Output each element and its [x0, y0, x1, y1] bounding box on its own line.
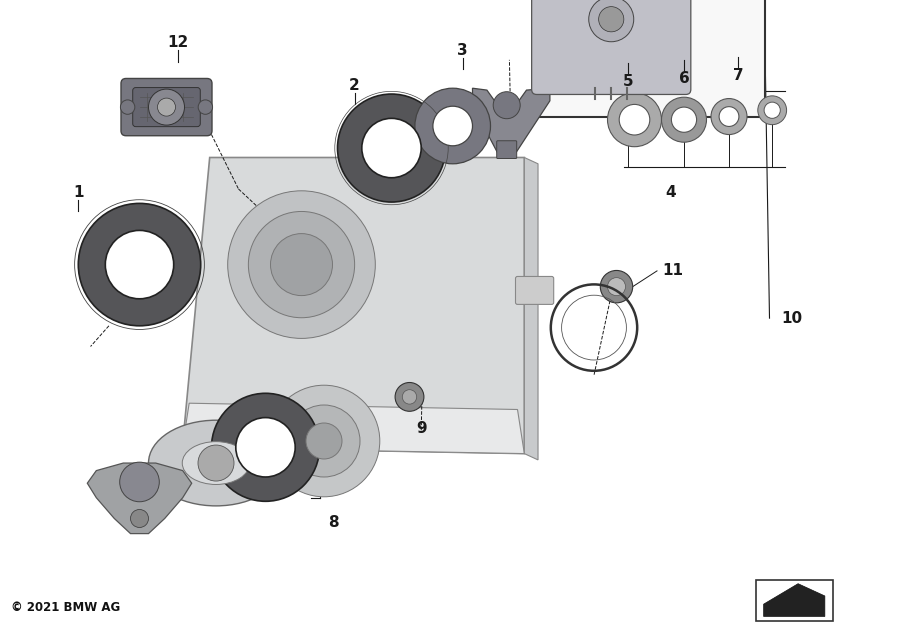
Text: 12: 12	[167, 35, 189, 50]
Circle shape	[271, 234, 332, 295]
Circle shape	[600, 270, 633, 303]
Circle shape	[589, 0, 634, 42]
Ellipse shape	[148, 420, 284, 506]
Circle shape	[306, 423, 342, 459]
Circle shape	[598, 7, 624, 32]
Circle shape	[268, 385, 380, 497]
Text: 1: 1	[73, 185, 84, 200]
Circle shape	[415, 88, 491, 164]
FancyBboxPatch shape	[536, 0, 765, 117]
Circle shape	[148, 89, 184, 125]
Circle shape	[402, 390, 417, 404]
Circle shape	[78, 203, 201, 326]
Polygon shape	[183, 158, 525, 454]
Circle shape	[198, 445, 234, 481]
Circle shape	[493, 92, 520, 118]
Circle shape	[105, 231, 174, 299]
Polygon shape	[764, 583, 824, 616]
Polygon shape	[183, 403, 525, 454]
Circle shape	[198, 100, 212, 114]
Circle shape	[719, 106, 739, 127]
Circle shape	[212, 393, 320, 501]
Circle shape	[120, 462, 159, 501]
Circle shape	[671, 107, 697, 132]
Circle shape	[608, 93, 662, 147]
Circle shape	[158, 98, 176, 116]
Text: 4: 4	[665, 185, 676, 200]
FancyBboxPatch shape	[532, 0, 691, 94]
Circle shape	[758, 96, 787, 125]
Polygon shape	[472, 88, 550, 153]
Text: 2: 2	[349, 77, 360, 93]
Circle shape	[236, 418, 295, 477]
Text: 8: 8	[328, 515, 338, 530]
Text: 7: 7	[733, 68, 743, 83]
Circle shape	[619, 105, 650, 135]
FancyBboxPatch shape	[132, 88, 201, 127]
Polygon shape	[525, 158, 538, 460]
Polygon shape	[87, 463, 192, 534]
Circle shape	[248, 212, 355, 318]
FancyBboxPatch shape	[497, 140, 517, 159]
Circle shape	[433, 106, 472, 146]
Circle shape	[130, 510, 148, 527]
Circle shape	[228, 191, 375, 338]
Circle shape	[608, 278, 625, 295]
Circle shape	[711, 98, 747, 135]
Text: 11: 11	[662, 263, 684, 278]
Text: 5: 5	[623, 74, 634, 89]
Circle shape	[395, 382, 424, 411]
Circle shape	[362, 118, 421, 178]
Text: 3: 3	[457, 43, 468, 58]
Circle shape	[288, 405, 360, 477]
Text: 10: 10	[781, 311, 803, 326]
Ellipse shape	[182, 442, 250, 484]
Circle shape	[338, 94, 446, 202]
Text: 6: 6	[679, 71, 689, 86]
Circle shape	[764, 102, 780, 118]
FancyBboxPatch shape	[516, 277, 554, 304]
Circle shape	[662, 97, 706, 142]
FancyBboxPatch shape	[121, 79, 212, 135]
Text: © 2021 BMW AG: © 2021 BMW AG	[11, 601, 120, 614]
Circle shape	[121, 100, 135, 114]
FancyBboxPatch shape	[756, 580, 833, 621]
Text: 9: 9	[416, 421, 427, 436]
